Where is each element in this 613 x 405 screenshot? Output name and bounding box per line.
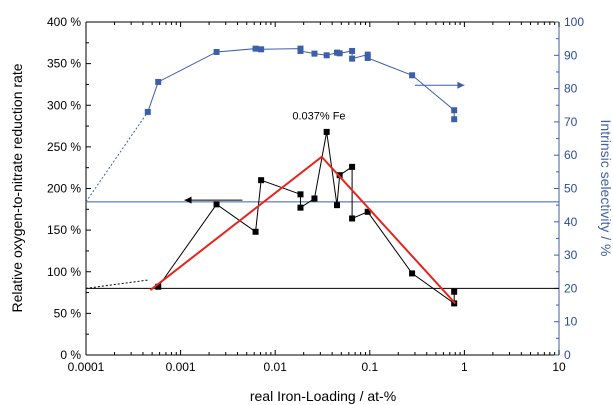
y-left-tick-label: 250 % (47, 140, 81, 154)
series-1-marker (451, 116, 458, 123)
series-0-marker (252, 228, 259, 235)
y-right-tick-label: 0 (564, 348, 571, 362)
y-right-tick-label: 80 (564, 82, 578, 96)
series-1-marker (349, 55, 356, 62)
series-1-marker (409, 72, 416, 79)
x-tick-label: 1 (461, 360, 468, 374)
series-1-marker (252, 45, 259, 52)
series-1-marker (336, 50, 343, 57)
x-tick-label: 0.1 (361, 360, 378, 374)
x-tick-label: 10 (552, 360, 566, 374)
series-0-line (157, 131, 455, 305)
y-left-tick-label: 150 % (47, 223, 81, 237)
series-0-marker (297, 191, 304, 198)
series-1-marker (155, 78, 162, 85)
series-0-marker (311, 195, 318, 202)
series-1-marker (144, 108, 151, 115)
series-0-marker (258, 177, 265, 184)
y-right-tick-label: 20 (564, 281, 578, 295)
series-1-line (147, 48, 455, 120)
y-right-tick-label: 40 (564, 215, 578, 229)
series-layer (85, 45, 559, 307)
series-1-marker (323, 52, 330, 59)
series-1-marker (364, 51, 371, 58)
series-1-dotted-extension (85, 111, 149, 203)
x-tick-label: 0.0001 (68, 360, 105, 374)
series-0-marker (349, 215, 356, 222)
axes-layer: 0 %50 %100 %150 %200 %250 %300 %350 %400… (47, 15, 584, 374)
x-tick-label: 0.001 (166, 360, 196, 374)
series-1-marker (311, 50, 318, 57)
series-0-dotted-extension (85, 279, 148, 289)
y-left-tick-label: 400 % (47, 15, 81, 29)
annotation-label: 0.037% Fe (292, 110, 345, 122)
y-left-tick-label: 350 % (47, 57, 81, 71)
y-left-tick-label: 100 % (47, 265, 81, 279)
y-right-tick-label: 70 (564, 115, 578, 129)
series-0-marker (155, 283, 162, 290)
y-right-tick-label: 60 (564, 148, 578, 162)
series-0-marker (333, 202, 340, 209)
annotation-layer: 0.037% Fe (184, 81, 465, 204)
series-2-line (149, 155, 456, 305)
series-0-marker (297, 204, 304, 211)
y-right-axis-title: Intrinsic selectivity / % (598, 120, 613, 257)
y-left-tick-label: 300 % (47, 98, 81, 112)
series-1-marker (213, 48, 220, 55)
x-axis-title: real Iron-Loading / at-% (250, 388, 396, 404)
series-1-marker (451, 107, 458, 114)
series-1-marker (349, 47, 356, 54)
series-1-marker (258, 46, 265, 53)
series-0-marker (451, 288, 458, 295)
series-1-marker (364, 54, 371, 61)
axis-arrow-right-head (457, 81, 465, 89)
y-left-tick-label: 200 % (47, 182, 81, 196)
y-right-tick-label: 100 (564, 15, 584, 29)
y-left-axis-title: Relative oxygen-to-nitrate reduction rat… (9, 63, 25, 312)
series-0-marker (349, 163, 356, 170)
y-left-tick-label: 50 % (54, 306, 82, 320)
series-0-marker (323, 128, 330, 135)
y-right-tick-label: 10 (564, 315, 578, 329)
y-left-tick-label: 0 % (60, 348, 81, 362)
series-0-marker (364, 208, 371, 215)
y-right-tick-label: 30 (564, 248, 578, 262)
y-right-tick-label: 50 (564, 182, 578, 196)
series-0-marker (409, 270, 416, 277)
y-right-tick-label: 90 (564, 48, 578, 62)
x-tick-label: 0.01 (264, 360, 288, 374)
axis-arrow-left-head (184, 196, 192, 204)
series-1-marker (297, 47, 304, 54)
series-0-marker (213, 201, 220, 208)
